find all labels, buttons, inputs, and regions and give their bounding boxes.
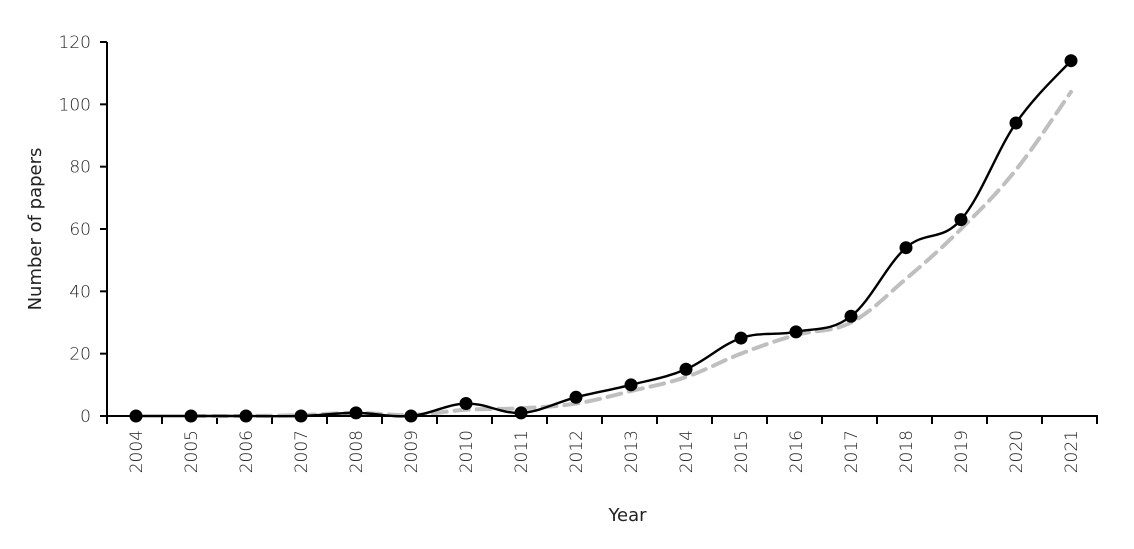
y-tick-label: 20	[69, 345, 91, 365]
trend-line	[189, 89, 1073, 419]
y-tick-label: 60	[69, 220, 91, 240]
x-tick-label: 2012	[567, 430, 587, 473]
x-tick-label: 2014	[677, 430, 697, 473]
y-tick-label: 100	[59, 95, 91, 115]
y-axis-title: Number of papers	[25, 148, 46, 311]
y-axis-ticks: 0 20 40 60 80 100 120	[59, 33, 107, 427]
y-tick-label: 0	[80, 407, 91, 427]
x-axis-title: Year	[607, 505, 647, 526]
x-tick-label: 2007	[292, 430, 312, 473]
data-point	[954, 213, 968, 227]
x-tick-label: 2004	[127, 430, 147, 473]
x-axis-ticks: 2004 2005 2006 2007 2008 2009 2010 2011 2012 2013…	[106, 416, 1098, 473]
data-point	[569, 390, 583, 404]
y-tick-label: 40	[69, 282, 91, 302]
x-tick-label: 2005	[182, 430, 202, 473]
x-tick-label: 2019	[952, 430, 972, 473]
x-tick-label: 2013	[622, 430, 642, 473]
x-tick-label: 2015	[732, 430, 752, 473]
series-line	[134, 59, 1073, 418]
x-tick-label: 2010	[457, 430, 477, 473]
x-tick-label: 2008	[347, 430, 367, 473]
data-point	[514, 406, 528, 420]
data-point	[624, 378, 638, 392]
x-tick-label: 2017	[842, 430, 862, 473]
data-point	[349, 406, 363, 420]
data-point	[1009, 116, 1023, 130]
data-point	[789, 325, 803, 339]
data-point	[459, 397, 473, 411]
x-tick-label: 2018	[897, 430, 917, 473]
y-tick-label: 80	[69, 158, 91, 178]
x-tick-label: 2006	[237, 430, 257, 473]
x-tick-label: 2016	[787, 430, 807, 473]
x-tick-label: 2009	[402, 430, 422, 473]
series-layer	[129, 54, 1078, 423]
data-point	[899, 241, 913, 255]
y-tick-label: 120	[59, 33, 91, 53]
data-point	[679, 362, 693, 376]
x-tick-label: 2020	[1007, 430, 1027, 473]
data-point	[734, 331, 748, 345]
x-tick-label: 2011	[512, 430, 532, 473]
x-tick-label: 2021	[1062, 430, 1082, 473]
data-point	[844, 309, 858, 323]
data-point	[1064, 54, 1078, 68]
